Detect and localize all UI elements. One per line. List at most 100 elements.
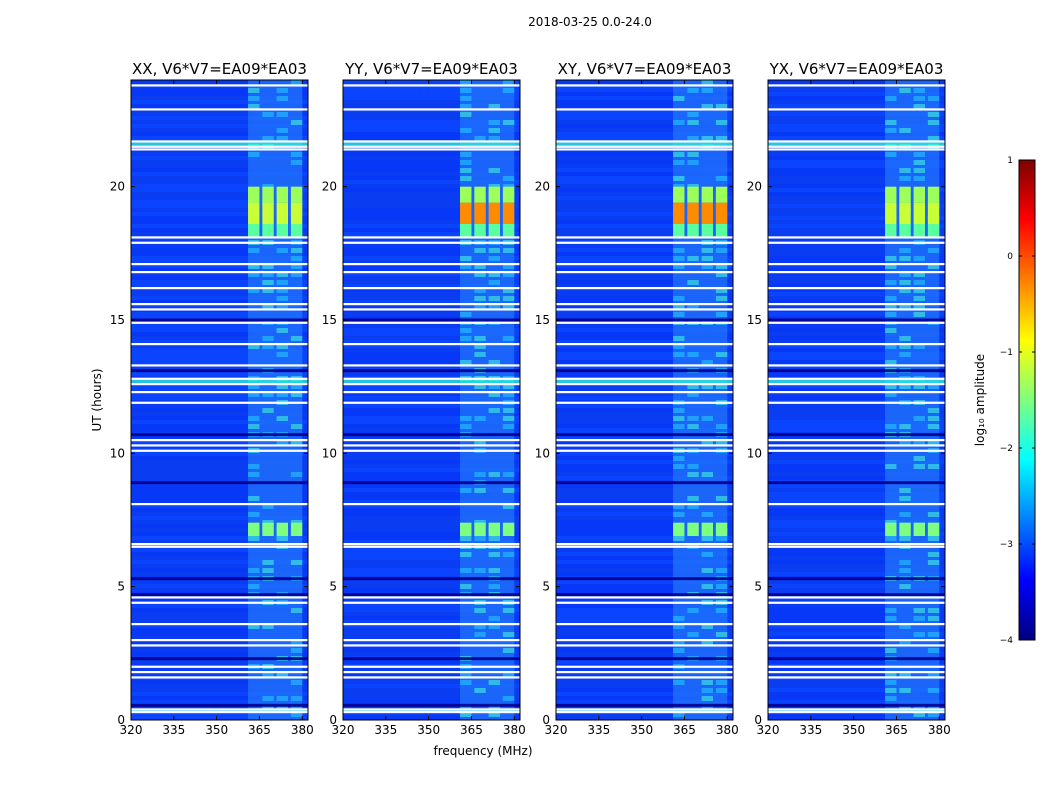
flagged-row [343, 543, 520, 546]
heatmap-noise-row [131, 80, 308, 84]
rfi-speckle [899, 488, 911, 493]
rfi-speckle [488, 712, 501, 717]
rfi-speckle [715, 440, 728, 445]
x-tick-label: 350 [842, 723, 865, 737]
heatmap-noise-row [556, 716, 733, 720]
heatmap-noise-row [343, 360, 520, 364]
flagged-row [131, 439, 308, 442]
heatmap-noise-row [768, 436, 945, 440]
heatmap-noise-row [343, 572, 520, 576]
heatmap-noise-row [556, 220, 733, 224]
rfi-speckle [927, 560, 940, 565]
heatmap-noise-row [343, 612, 520, 616]
heatmap-noise-row [768, 452, 945, 456]
rfi-speckle [262, 344, 274, 349]
heatmap-noise-row [768, 292, 945, 296]
heatmap-noise-row [768, 668, 945, 672]
rfi-speckle [276, 288, 289, 293]
heatmap-noise-row [131, 692, 308, 696]
flagged-row [768, 711, 945, 714]
heatmap-noise-row [768, 224, 945, 228]
rfi-speckle [927, 424, 940, 429]
heatmap-noise-row [768, 716, 945, 720]
rfi-speckle [290, 120, 303, 125]
heatmap-noise-row [131, 252, 308, 256]
heatmap-noise-row [768, 300, 945, 304]
heatmap-noise-row [768, 124, 945, 128]
heatmap-noise-row [131, 460, 308, 464]
heatmap-noise-row [131, 112, 308, 116]
flagged-row [768, 623, 945, 626]
heatmap-noise-row [131, 152, 308, 156]
panel-frame [342, 79, 521, 721]
rfi-speckle [474, 520, 486, 525]
flagged-row [131, 545, 308, 548]
rfi-speckle [885, 696, 897, 701]
rfi-speckle [701, 384, 714, 389]
flagged-row [343, 601, 520, 604]
flagged-row [556, 108, 733, 111]
heatmap-noise-row [556, 616, 733, 620]
heatmap-noise-row [768, 340, 945, 344]
flagged-row [556, 439, 733, 442]
heatmap-noise-row [131, 520, 308, 524]
heatmap-noise-row [556, 284, 733, 288]
heatmap-noise-row [768, 624, 945, 628]
flagged-row [556, 236, 733, 239]
rfi-speckle [248, 288, 260, 293]
heatmap-noise-row [768, 696, 945, 700]
rfi-speckle [276, 128, 289, 133]
heatmap-noise-row [556, 624, 733, 628]
rfi-speckle [701, 680, 714, 685]
rfi-stripe [343, 708, 520, 713]
rfi-strong-block [290, 202, 303, 224]
rfi-speckle [701, 512, 714, 517]
rfi-speckle [687, 160, 699, 165]
rfi-speckle [502, 176, 515, 181]
rfi-speckle [673, 120, 685, 125]
heatmap-noise-row [556, 340, 733, 344]
rfi-speckle [701, 256, 714, 261]
flagged-row [343, 383, 520, 386]
flagged-row [131, 391, 308, 394]
heatmap-noise-row [343, 300, 520, 304]
heatmap-noise-row [343, 280, 520, 284]
rfi-speckle [276, 536, 289, 541]
heatmap-noise-row [768, 324, 945, 328]
rfi-speckle [262, 672, 274, 677]
y-axis-label: UT (hours) [90, 368, 104, 431]
heatmap-noise-row [131, 672, 308, 676]
y-tick-label: 15 [110, 313, 125, 327]
rfi-speckle [715, 136, 728, 141]
x-tick-label: 335 [587, 723, 610, 737]
heatmap-noise-row [343, 584, 520, 588]
rfi-strong-block [927, 202, 940, 224]
heatmap-noise-row [768, 388, 945, 392]
rfi-speckle [701, 88, 714, 93]
heatmap-panel-4: 320 335 350 365 380 0 5 10 15 20 YX, V6*V7=EA09*E… [747, 60, 951, 737]
heatmap-noise-row [556, 528, 733, 532]
heatmap-noise-row [556, 672, 733, 676]
heatmap-noise-row [768, 212, 945, 216]
x-tick-label: 335 [162, 723, 185, 737]
rfi-speckle [502, 184, 515, 189]
flagged-row [556, 596, 733, 599]
rfi-strong-block [687, 522, 699, 536]
rfi-speckle [715, 120, 728, 125]
heatmap-noise-row [343, 112, 520, 116]
heatmap-noise-row [131, 472, 308, 476]
rfi-speckle [488, 168, 501, 173]
heatmap-noise-row [556, 280, 733, 284]
y-tick-label: 5 [329, 580, 337, 594]
rfi-speckle [488, 472, 501, 477]
rfi-speckle [262, 504, 274, 509]
rfi-speckle [248, 248, 260, 253]
dark-row [556, 318, 733, 322]
rfi-speckle [701, 80, 714, 85]
heatmap-noise-row [343, 620, 520, 624]
flagged-row [343, 708, 520, 711]
rfi-speckle [885, 296, 897, 301]
rfi-speckle [899, 568, 911, 573]
rfi-speckle [262, 280, 274, 285]
rfi-speckle [460, 176, 472, 181]
